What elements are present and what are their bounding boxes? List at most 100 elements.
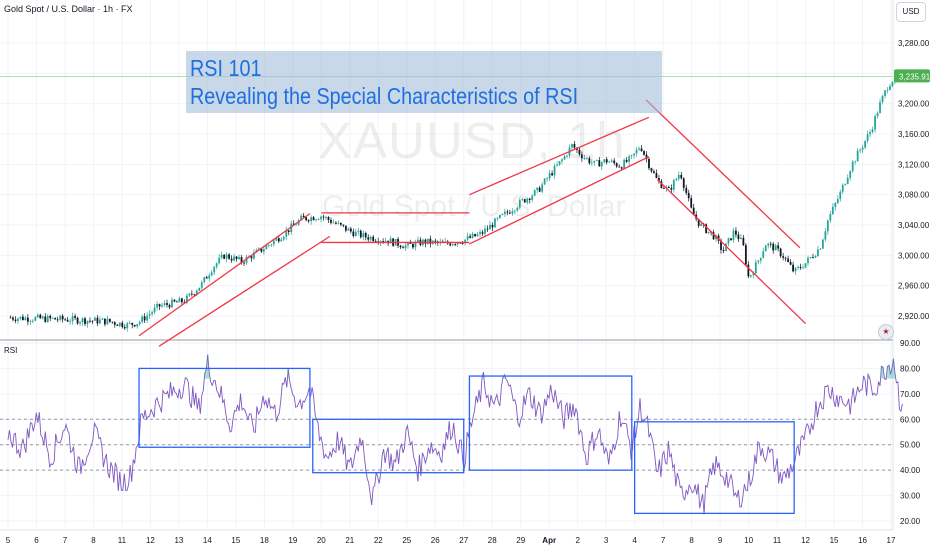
last-price-tag xyxy=(894,69,930,83)
candle-body xyxy=(332,222,335,224)
currency-button[interactable]: USD xyxy=(896,2,926,22)
candle-body xyxy=(372,236,375,241)
time-tick-label: 7 xyxy=(661,536,666,545)
candle-body xyxy=(526,198,529,203)
candle-body xyxy=(856,150,859,162)
candle-body xyxy=(111,321,114,323)
candle-body xyxy=(817,249,819,257)
candle-body xyxy=(340,222,342,225)
candle-body xyxy=(551,173,553,176)
annotation-box: RSI 101 Revealing the Special Characteri… xyxy=(186,51,662,113)
candle-body xyxy=(645,154,648,159)
candle-body xyxy=(31,320,34,322)
candle-body xyxy=(19,316,22,319)
candle-body xyxy=(590,162,593,164)
candle-body xyxy=(834,202,837,207)
candle-body xyxy=(802,267,804,269)
candle-body xyxy=(103,318,106,325)
candle-body xyxy=(89,320,91,322)
candle-body xyxy=(831,206,834,214)
bull-channel-1-line xyxy=(138,213,311,337)
candle-body xyxy=(633,153,635,156)
candle-body xyxy=(518,199,521,208)
candle-body xyxy=(720,240,722,251)
candle-body xyxy=(747,264,750,277)
price-tick-label: 3,200.00 xyxy=(898,100,930,109)
candle-body xyxy=(215,263,218,267)
candle-body xyxy=(260,248,263,252)
candle-body xyxy=(310,217,313,222)
candle-body xyxy=(330,219,332,223)
candle-body xyxy=(700,223,703,226)
candle-body xyxy=(302,215,305,218)
candle-body xyxy=(608,161,611,163)
candle-body xyxy=(451,244,454,246)
candle-body xyxy=(317,219,320,221)
candle-body xyxy=(79,322,81,324)
candle-body xyxy=(84,318,86,324)
time-tick-label: 17 xyxy=(887,536,896,545)
candle-body xyxy=(769,243,772,245)
candle-body xyxy=(466,236,469,240)
time-tick-label: 21 xyxy=(345,536,354,545)
candle-body xyxy=(39,314,42,319)
candle-body xyxy=(108,318,111,322)
price-candles xyxy=(9,70,904,332)
candle-body xyxy=(489,224,491,230)
candle-body xyxy=(687,192,690,199)
candle-body xyxy=(461,243,464,245)
rsi-indicator-label[interactable]: RSI xyxy=(4,346,18,355)
candle-body xyxy=(238,257,240,259)
candle-body xyxy=(658,177,660,182)
candle-body xyxy=(106,318,109,325)
candle-body xyxy=(653,171,655,174)
candle-body xyxy=(757,260,760,263)
candle-body xyxy=(506,211,509,213)
candle-body xyxy=(230,258,233,261)
candle-body xyxy=(730,238,732,241)
candle-body xyxy=(379,241,382,243)
candle-body xyxy=(861,147,864,150)
candle-body xyxy=(762,251,765,258)
candle-body xyxy=(176,301,178,303)
candle-body xyxy=(754,262,757,274)
time-tick-label: Apr xyxy=(542,536,556,545)
candle-body xyxy=(660,181,663,189)
candle-body xyxy=(210,272,213,276)
candle-body xyxy=(628,156,631,162)
candle-body xyxy=(116,324,119,326)
candle-body xyxy=(491,224,494,228)
candle-body xyxy=(322,216,325,218)
watermark-ticker: XAUUSD, 1h xyxy=(318,112,626,169)
time-tick-label: 8 xyxy=(689,536,694,545)
candle-body xyxy=(138,322,141,325)
candle-body xyxy=(91,320,94,322)
candle-body xyxy=(188,293,191,296)
candle-body xyxy=(829,213,832,221)
time-tick-label: 13 xyxy=(174,536,183,545)
candle-body xyxy=(49,315,52,319)
candle-body xyxy=(600,162,603,167)
us-flag-icon[interactable]: ★ xyxy=(878,324,894,340)
candle-body xyxy=(262,249,265,252)
candle-body xyxy=(513,210,516,212)
time-tick-label: 14 xyxy=(203,536,212,545)
candle-body xyxy=(99,319,101,324)
candle-body xyxy=(133,324,136,327)
candle-body xyxy=(429,238,432,244)
time-tick-label: 4 xyxy=(632,536,637,545)
candle-body xyxy=(228,254,231,259)
time-tick-label: 3 xyxy=(604,536,609,545)
candle-body xyxy=(635,149,638,154)
price-tick-label: 3,280.00 xyxy=(898,39,930,48)
candle-body xyxy=(799,266,802,268)
candle-body xyxy=(593,160,596,163)
candle-body xyxy=(205,277,208,279)
candle-body xyxy=(243,262,245,264)
candle-body xyxy=(41,316,44,319)
symbol-title[interactable]: Gold Spot / U.S. Dollar · 1h · FX xyxy=(4,4,133,14)
candle-body xyxy=(412,243,414,248)
time-tick-label: 28 xyxy=(488,536,497,545)
candle-body xyxy=(86,320,89,324)
rsi-tick-label: 60.00 xyxy=(900,415,921,424)
